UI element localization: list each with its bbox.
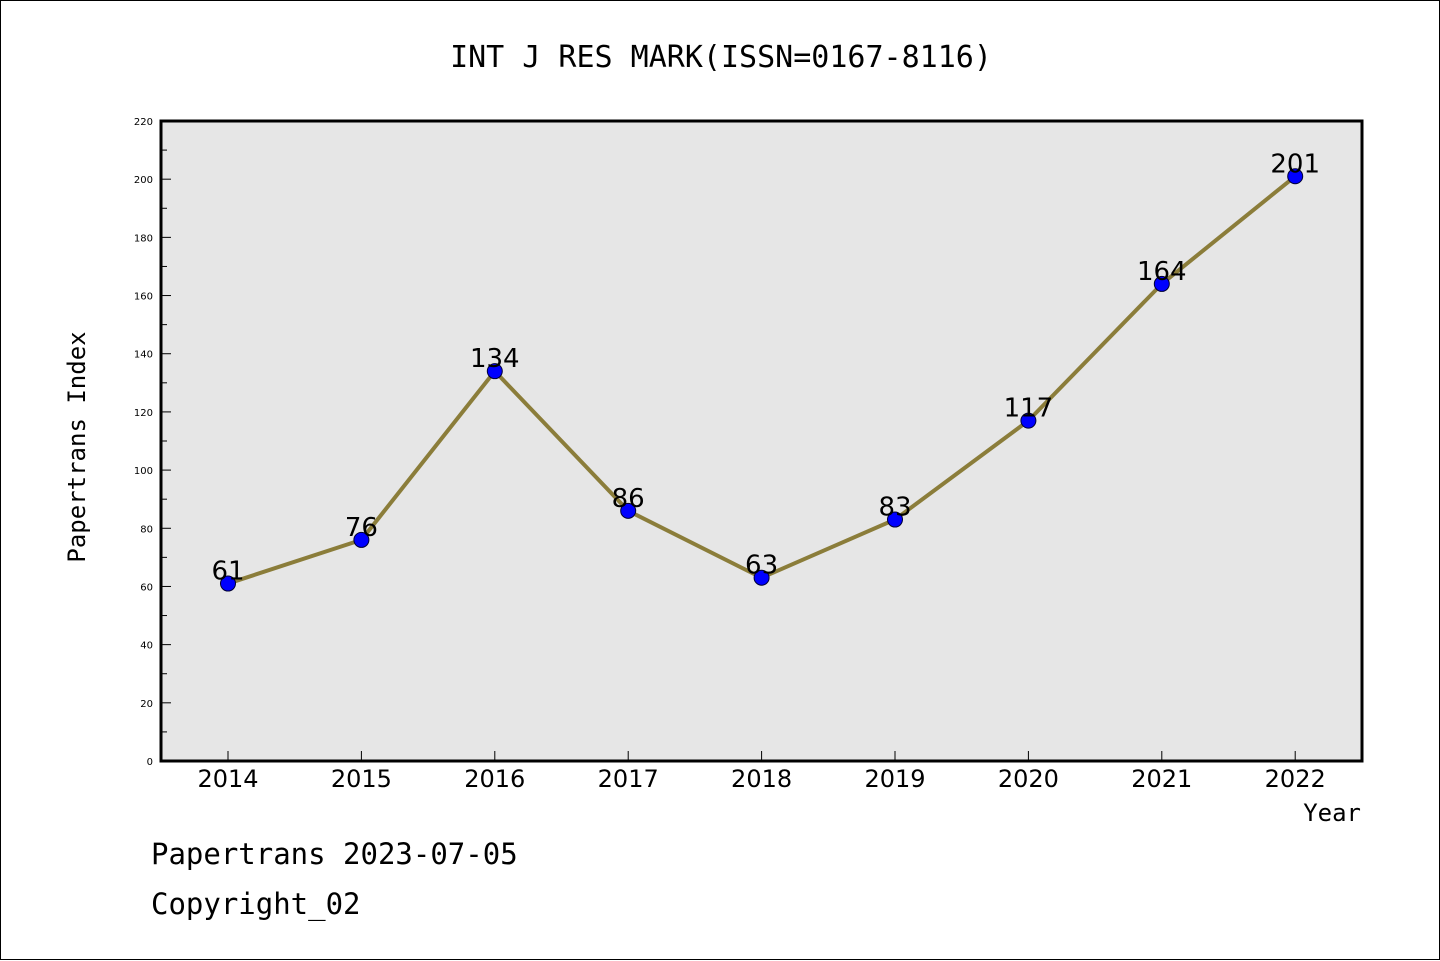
data-label: 83 bbox=[878, 493, 911, 523]
y-tick-label: 0 bbox=[147, 757, 153, 768]
data-point bbox=[887, 511, 903, 528]
data-point bbox=[1287, 168, 1304, 185]
data-point bbox=[486, 363, 503, 380]
x-tick-label: 2019 bbox=[864, 765, 925, 793]
y-axis: 0 20 40 60 80 100 120 140 160 180 200 220 bbox=[134, 117, 171, 768]
data-label: 61 bbox=[211, 557, 244, 587]
data-point bbox=[753, 569, 770, 586]
x-tick-label: 2016 bbox=[464, 765, 525, 793]
x-tick-label: 2014 bbox=[197, 765, 258, 793]
data-label: 86 bbox=[612, 484, 645, 514]
series-line-group: 61 76 134 86 63 83 117 164 201 bbox=[211, 149, 1320, 592]
data-label: 117 bbox=[1004, 394, 1054, 424]
data-point bbox=[353, 531, 370, 548]
x-tick-label: 2022 bbox=[1265, 765, 1326, 793]
data-label: 201 bbox=[1270, 149, 1320, 179]
y-tick-label: 220 bbox=[134, 117, 153, 128]
y-axis-label: Papertrans Index bbox=[63, 331, 91, 562]
x-axis: 2014 2015 2016 2017 2018 2019 2020 2021 2022 bbox=[197, 751, 1326, 793]
y-tick-label: 180 bbox=[134, 233, 153, 244]
plot-area bbox=[159, 119, 1364, 763]
y-tick-label: 40 bbox=[140, 641, 153, 652]
y-tick-label: 200 bbox=[134, 175, 153, 186]
data-label: 76 bbox=[345, 513, 378, 543]
x-axis-label: Year bbox=[1303, 799, 1361, 827]
y-tick-label: 160 bbox=[134, 292, 153, 303]
data-point bbox=[220, 575, 236, 592]
y-tick-label: 120 bbox=[134, 408, 153, 419]
footer-date: Papertrans 2023-07-05 bbox=[151, 837, 518, 871]
x-tick-label: 2020 bbox=[998, 765, 1059, 793]
data-point bbox=[1020, 412, 1037, 429]
data-label: 63 bbox=[745, 551, 778, 581]
data-label: 164 bbox=[1137, 257, 1187, 287]
data-point bbox=[620, 502, 637, 519]
chart-title: INT J RES MARK(ISSN=0167-8116) bbox=[450, 40, 992, 75]
y-tick-label: 80 bbox=[140, 524, 153, 535]
footer-copyright: Copyright_02 bbox=[151, 887, 361, 921]
y-tick-label: 60 bbox=[140, 582, 153, 593]
x-tick-label: 2021 bbox=[1131, 765, 1192, 793]
x-tick-label: 2015 bbox=[331, 765, 392, 793]
y-tick-label: 20 bbox=[140, 699, 153, 710]
y-tick-label: 140 bbox=[134, 350, 153, 361]
x-tick-label: 2017 bbox=[598, 765, 659, 793]
x-tick-label: 2018 bbox=[731, 765, 792, 793]
data-point bbox=[1153, 275, 1170, 292]
y-tick-label: 100 bbox=[134, 466, 153, 477]
data-label: 134 bbox=[470, 344, 520, 374]
